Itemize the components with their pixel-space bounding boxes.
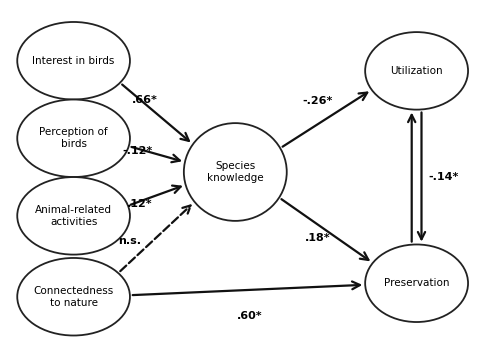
Text: -.12*: -.12*	[122, 146, 152, 156]
Ellipse shape	[365, 32, 468, 110]
Text: Interest in birds: Interest in birds	[32, 56, 115, 66]
Ellipse shape	[365, 245, 468, 322]
Text: .12*: .12*	[127, 199, 152, 209]
Ellipse shape	[18, 99, 130, 177]
Ellipse shape	[184, 123, 287, 221]
Text: .66*: .66*	[132, 95, 158, 105]
Text: Animal-related
activities: Animal-related activities	[35, 205, 112, 227]
Text: n.s.: n.s.	[118, 236, 142, 246]
Text: Species
knowledge: Species knowledge	[207, 161, 264, 183]
Text: Connectedness
to nature: Connectedness to nature	[34, 286, 114, 308]
Text: .18*: .18*	[305, 233, 330, 243]
Ellipse shape	[18, 258, 130, 335]
Text: -.14*: -.14*	[428, 172, 458, 182]
Text: -.26*: -.26*	[302, 96, 333, 106]
Text: .60*: .60*	[237, 311, 263, 321]
Ellipse shape	[18, 177, 130, 255]
Text: Preservation: Preservation	[384, 278, 450, 288]
Text: Utilization: Utilization	[390, 66, 443, 76]
Ellipse shape	[18, 22, 130, 99]
Text: Perception of
birds: Perception of birds	[40, 128, 108, 149]
